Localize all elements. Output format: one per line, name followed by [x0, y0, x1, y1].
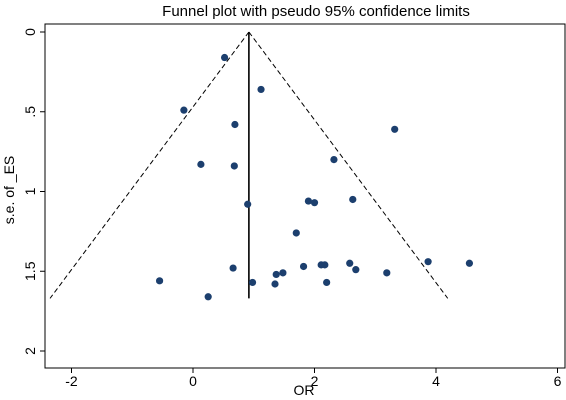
data-point	[231, 120, 239, 129]
data-points	[155, 53, 474, 301]
x-axis-title: OR	[294, 382, 315, 398]
x-tick-label: 4	[432, 373, 440, 389]
chart-title: Funnel plot with pseudo 95% confidence l…	[162, 3, 470, 20]
data-point	[292, 229, 300, 237]
data-point	[465, 259, 474, 267]
data-point	[321, 261, 329, 269]
x-axis: -2 0 2 4 6	[65, 368, 562, 389]
data-point	[248, 278, 257, 287]
data-point	[310, 199, 319, 207]
data-point	[391, 125, 399, 133]
y-tick-label: 1	[22, 187, 38, 195]
data-point	[257, 85, 265, 94]
data-point	[299, 262, 308, 271]
data-point	[279, 269, 287, 277]
plot-area-frame	[44, 23, 566, 369]
data-point	[304, 197, 313, 205]
data-point	[271, 280, 279, 288]
y-tick-label: 2	[22, 347, 38, 355]
data-point	[352, 266, 360, 274]
data-point	[197, 160, 205, 168]
data-point	[424, 258, 432, 266]
y-tick-label: 1.5	[22, 261, 38, 281]
data-point	[155, 277, 164, 285]
data-point	[244, 200, 252, 208]
data-point	[230, 162, 238, 170]
data-point	[272, 270, 280, 279]
data-point	[346, 259, 354, 267]
x-tick-label: 0	[189, 373, 197, 389]
y-tick-label: 0	[22, 28, 38, 36]
x-tick-label: 2	[311, 373, 319, 389]
x-tick-label: -2	[65, 373, 78, 389]
data-point	[204, 293, 212, 301]
data-point	[180, 106, 188, 114]
y-axis: 0 .5 1 1.5 2	[22, 28, 45, 355]
data-point	[330, 156, 338, 164]
x-tick-label: 6	[554, 373, 562, 389]
y-axis-title: s.e. of _ES	[1, 156, 17, 224]
data-point	[383, 269, 391, 277]
data-point	[349, 195, 357, 204]
data-point	[220, 53, 229, 62]
data-point	[323, 278, 331, 287]
y-tick-label: .5	[22, 106, 38, 118]
funnel-limits	[49, 31, 449, 299]
data-point	[229, 264, 237, 272]
